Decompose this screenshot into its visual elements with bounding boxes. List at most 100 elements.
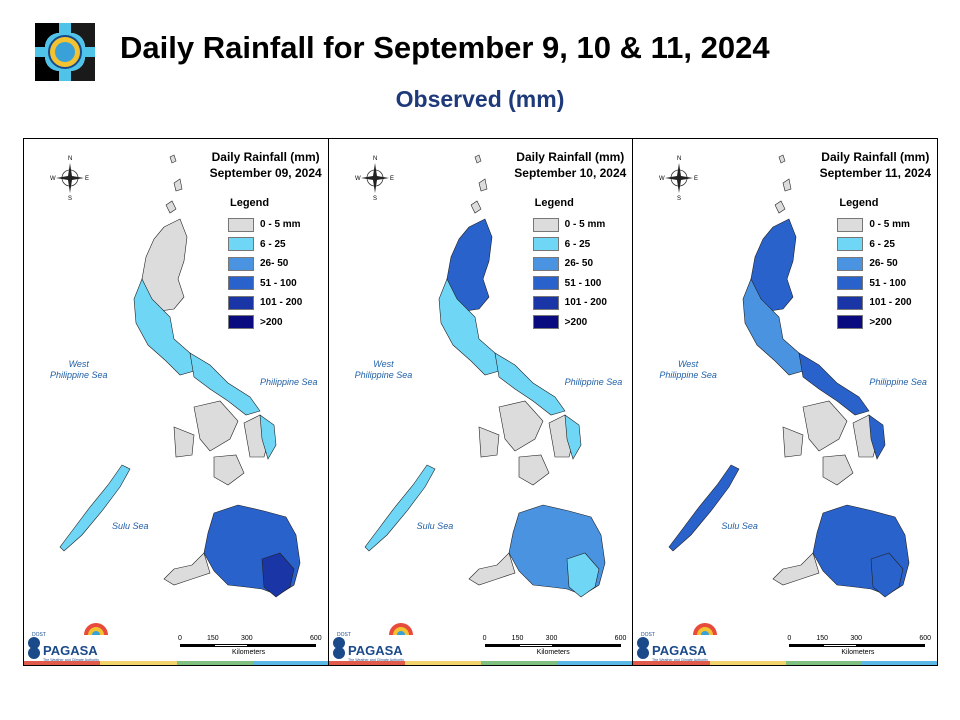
sea-label-west: West Philippine Sea — [50, 359, 108, 380]
legend: Legend 0 - 5 mm 6 - 25 26- 50 51 - 100 1… — [837, 197, 912, 333]
svg-text:PAGASA: PAGASA — [43, 643, 98, 658]
legend-swatch — [532, 295, 559, 310]
svg-text:S: S — [68, 196, 72, 201]
region-visayas — [173, 400, 271, 486]
legend-item: 6 - 25 — [837, 235, 911, 255]
sea-label-east: Philippine Sea — [564, 377, 623, 387]
legend-item: 101 - 200 — [837, 293, 912, 313]
region-palawan — [668, 464, 740, 552]
map-panel-sep09: Daily Rainfall (mm) September 09, 2024 L… — [24, 139, 328, 665]
page-title: Daily Rainfall for September 9, 10 & 11,… — [120, 30, 770, 65]
map-panel-sep10: Daily Rainfall (mm) September 10, 2024 L… — [327, 139, 633, 665]
legend-item: 26- 50 — [228, 254, 302, 274]
legend-swatch — [837, 276, 864, 291]
legend-swatch — [837, 217, 864, 232]
legend-item: 26- 50 — [532, 254, 607, 274]
legend-swatch — [532, 237, 559, 252]
color-stripe — [633, 661, 938, 665]
legend-swatch — [228, 315, 254, 330]
compass-icon: N S W E — [659, 156, 698, 201]
region-luzon-central — [438, 278, 500, 376]
region-visayas — [783, 400, 880, 486]
pagasa-logo: DOST PAGASA The Weather and Climate Auth… — [637, 623, 718, 662]
region-zamboanga — [163, 552, 211, 586]
svg-text:DOST: DOST — [337, 632, 351, 638]
legend-swatch — [837, 315, 864, 330]
legend-swatch — [228, 237, 254, 252]
legend-swatch — [837, 295, 864, 310]
svg-text:E: E — [85, 176, 89, 182]
svg-text:S: S — [373, 196, 377, 201]
svg-text:The Weather and Climate Author: The Weather and Climate Authority — [652, 658, 708, 662]
pagasa-logo: DOST PAGASA The Weather and Climate Auth… — [332, 623, 413, 662]
panel-title: Daily Rainfall (mm) September 11, 2024 — [819, 150, 932, 180]
legend-swatch — [532, 256, 559, 271]
region-visayas-east — [259, 414, 277, 460]
legend-swatch — [837, 256, 864, 271]
region-mindanao-se — [871, 552, 904, 598]
legend-swatch — [837, 237, 864, 252]
color-stripe — [24, 661, 328, 665]
svg-text:N: N — [373, 156, 377, 162]
region-palawan — [59, 464, 131, 552]
compass-icon: N S W E — [50, 156, 89, 201]
legend-item: 101 - 200 — [532, 293, 607, 313]
legend-swatch — [532, 315, 559, 330]
legend-item: >200 — [228, 313, 302, 333]
svg-text:E: E — [694, 176, 698, 182]
legend: Legend 0 - 5 mm 6 - 25 26- 50 51 - 100 1… — [228, 197, 302, 332]
legend-item: >200 — [532, 313, 607, 333]
scale-bar: 0 150 300 600 Kilometers — [178, 635, 322, 656]
legend-item: 101 - 200 — [228, 293, 302, 313]
legend-item: >200 — [837, 313, 911, 333]
philippines-map — [59, 154, 301, 598]
philippines-map — [668, 154, 910, 598]
region-visayas-east — [564, 414, 581, 460]
legend-heading: Legend — [534, 197, 574, 209]
region-mindanao-se — [566, 552, 599, 598]
svg-text:N: N — [68, 156, 72, 162]
panel-title: Daily Rainfall (mm) September 10, 2024 — [514, 150, 627, 180]
region-mindanao-se — [261, 552, 295, 598]
svg-text:The Weather and Climate Author: The Weather and Climate Authority — [348, 658, 404, 662]
region-zamboanga — [468, 552, 516, 586]
svg-text:S: S — [677, 196, 681, 201]
page-subtitle: Observed (mm) — [395, 86, 565, 112]
color-stripe — [328, 661, 633, 665]
legend-swatch — [228, 256, 254, 271]
region-visayas — [478, 400, 575, 486]
region-bicol — [798, 352, 870, 416]
scale-bar: 0 150 300 600 Kilometers — [787, 635, 932, 656]
region-luzon-north — [751, 218, 797, 312]
sea-label-south: Sulu Sea — [416, 521, 454, 531]
sea-label-west: West Philippine Sea — [354, 359, 413, 380]
map-panels: Daily Rainfall (mm) September 09, 2024 L… — [23, 138, 938, 666]
panel-title: Daily Rainfall (mm) September 09, 2024 — [209, 150, 322, 180]
svg-text:The Weather and Climate Author: The Weather and Climate Authority — [43, 658, 99, 662]
svg-text:W: W — [50, 176, 56, 182]
legend-swatch — [228, 295, 254, 310]
legend-item: 51 - 100 — [228, 274, 302, 294]
legend-swatch — [228, 276, 254, 291]
pagasa-logo: DOST PAGASA The Weather and Climate Auth… — [28, 623, 108, 662]
svg-text:E: E — [390, 176, 394, 182]
legend-item: 0 - 5 mm — [228, 215, 302, 235]
region-luzon-central — [133, 278, 195, 376]
svg-text:W: W — [355, 176, 361, 182]
sea-label-east: Philippine Sea — [869, 377, 927, 387]
legend-heading: Legend — [230, 197, 270, 209]
region-luzon-north — [446, 218, 492, 312]
region-visayas-east — [868, 414, 886, 460]
legend-heading: Legend — [839, 197, 879, 209]
region-zamboanga — [772, 552, 820, 586]
svg-text:W: W — [659, 176, 665, 182]
legend-item: 6 - 25 — [228, 235, 302, 255]
region-luzon-central — [743, 278, 804, 376]
sea-label-south: Sulu Sea — [721, 521, 758, 531]
legend-item: 0 - 5 mm — [532, 215, 607, 235]
dost-seal-icon — [32, 20, 98, 84]
legend-item: 0 - 5 mm — [837, 215, 911, 235]
region-luzon-north — [141, 218, 188, 312]
legend-swatch — [532, 276, 559, 291]
sea-label-west: West Philippine Sea — [659, 359, 717, 380]
